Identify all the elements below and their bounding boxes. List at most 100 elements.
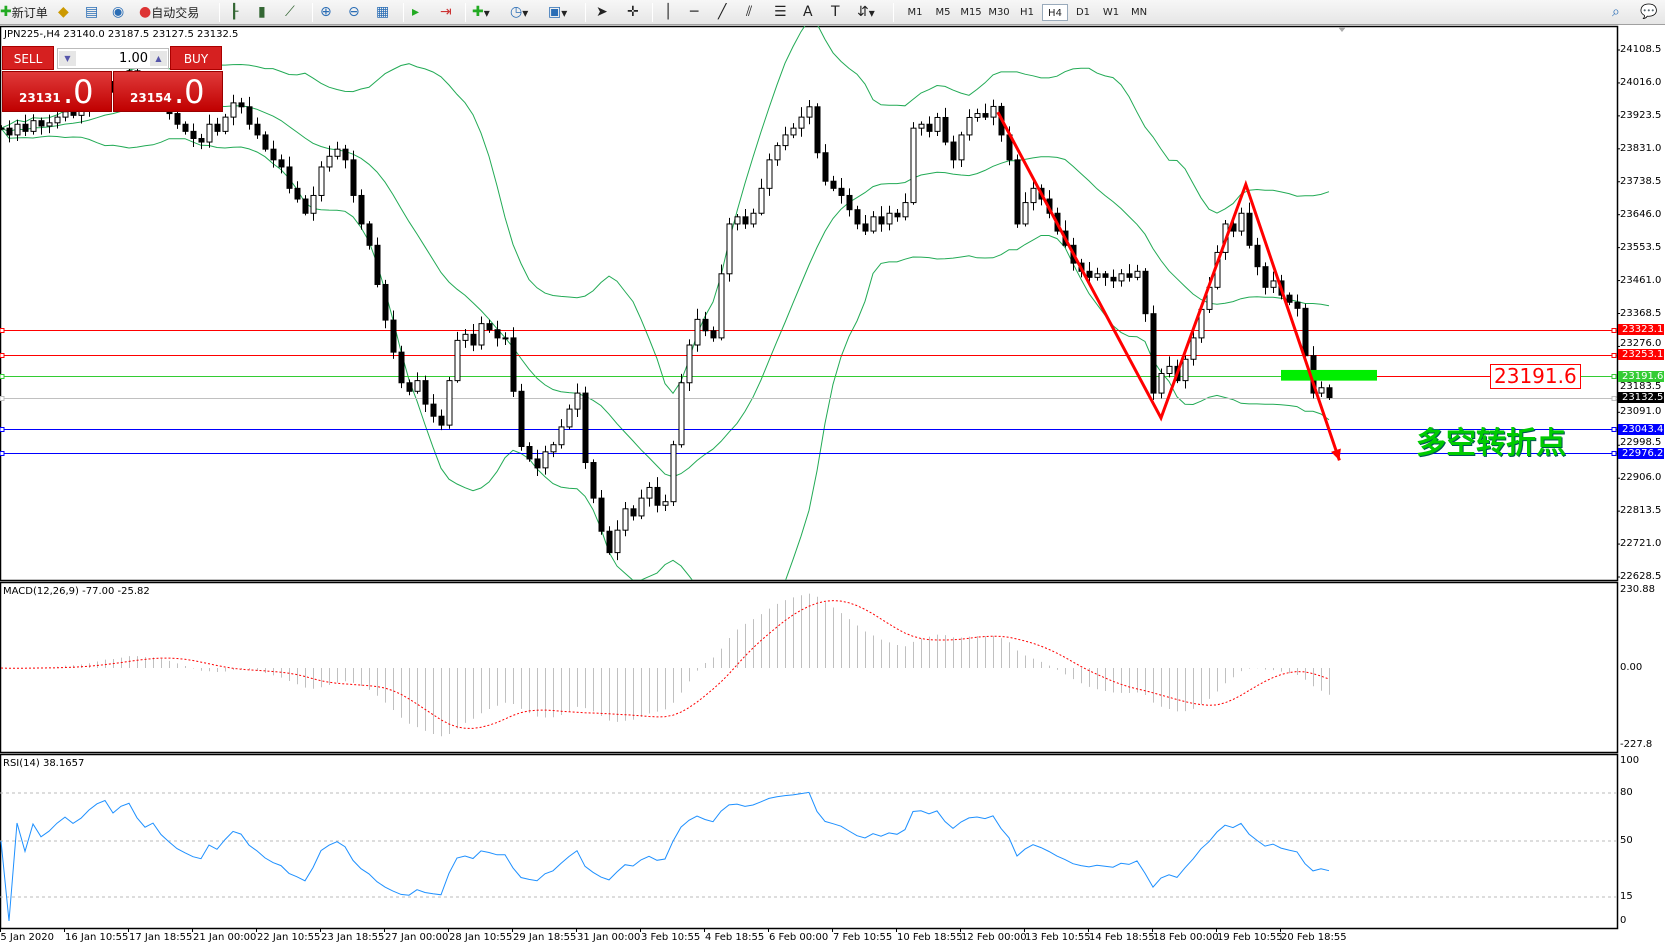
arrows-button[interactable]: ⇵ ▾	[857, 4, 875, 20]
separator	[652, 3, 653, 22]
signals-button[interactable]: ◉	[112, 3, 124, 22]
lot-value[interactable]: 1.00	[119, 51, 148, 66]
period-m1[interactable]: M1	[907, 7, 923, 18]
period-d1[interactable]: D1	[1075, 7, 1091, 18]
period-m5[interactable]: M5	[935, 7, 951, 18]
lot-increase-button[interactable]: ▲	[150, 51, 167, 66]
level-price-tag[interactable]: 23191.6	[1618, 371, 1664, 382]
cursor-icon: ➤	[596, 4, 608, 20]
chart-shift-button[interactable]: ⇥	[440, 3, 452, 22]
candle-bull	[1118, 273, 1125, 282]
period-w1[interactable]: W1	[1102, 7, 1120, 18]
zoom-out-button[interactable]: ⊖	[348, 3, 360, 22]
periods-button[interactable]: ◷ ▾	[510, 4, 529, 20]
period-m30[interactable]: M30	[988, 7, 1010, 18]
zoom-in-button[interactable]: ⊕	[320, 3, 332, 22]
lot-decrease-button[interactable]: ▼	[59, 51, 76, 66]
candle-bear	[654, 486, 661, 506]
one-click-trading-panel: SELL ▼ 1.00 ▲ BUY 23131 .0 23154 .0	[2, 46, 223, 112]
vertical-line-icon: │	[664, 4, 673, 20]
candle-bear	[182, 123, 189, 132]
level-price-tag[interactable]: 23253.1	[1618, 349, 1664, 360]
time-tick-label: 3 Feb 10:55	[641, 932, 701, 943]
candle-bear	[270, 148, 277, 161]
period-m15[interactable]: M15	[960, 7, 982, 18]
time-tick-label: 14 Feb 18:55	[1089, 932, 1155, 943]
text-button[interactable]: A	[803, 3, 813, 22]
candlestick-button[interactable]: ▮	[258, 3, 266, 22]
period-h1[interactable]: H1	[1020, 7, 1034, 18]
level-price-tag[interactable]: 23132.5	[1618, 392, 1664, 403]
period-h4[interactable]: H4	[1042, 4, 1068, 21]
candle-bear	[286, 166, 293, 189]
candle-bull	[62, 111, 69, 118]
trendline-button[interactable]: ╱	[718, 3, 726, 22]
price-annotation[interactable]: 23191.6	[1490, 364, 1581, 389]
period-mn[interactable]: MN	[1130, 7, 1148, 18]
level-price-tag[interactable]: 22976.2	[1618, 448, 1664, 459]
arrows-icon: ⇵	[857, 4, 869, 20]
candle-bear	[6, 127, 13, 136]
line-chart-button[interactable]: ⟋	[285, 3, 295, 22]
bid-price[interactable]: 23131 .0	[2, 71, 112, 112]
auto-trading-button[interactable]: ● 自动交易	[139, 4, 200, 20]
new-order-icon: ✚	[0, 4, 12, 20]
candle-bear	[1254, 244, 1261, 268]
auto-scroll-button[interactable]: ▸	[412, 3, 419, 22]
price-tick-label: 23646.0	[1620, 209, 1662, 220]
text-label-button[interactable]: T	[831, 3, 840, 22]
rsi-line	[0, 791, 1330, 922]
candle-bear	[382, 283, 389, 321]
tile-windows-button[interactable]: ▦	[376, 3, 389, 22]
vertical-line-button[interactable]: │	[664, 3, 672, 22]
candle-bear	[494, 329, 501, 339]
main-chart	[0, 26, 1617, 580]
sell-button[interactable]: SELL	[2, 46, 54, 70]
candle-bear	[438, 415, 445, 426]
level-price-tag[interactable]: 23043.4	[1618, 424, 1664, 435]
level-price-tag[interactable]: 23323.1	[1618, 324, 1664, 335]
text-label-icon: T	[831, 4, 840, 20]
candle-bear	[470, 333, 477, 346]
level-marker-right	[1611, 374, 1617, 379]
new-order-button[interactable]: ✚ 新订单	[0, 4, 48, 20]
candle-bull	[726, 223, 733, 275]
rsi-tick-label: 80	[1620, 787, 1633, 798]
candle-bull	[1134, 270, 1141, 278]
history-button[interactable]: ◆	[58, 3, 69, 22]
price-tick-label: 23091.0	[1620, 406, 1662, 417]
buy-button[interactable]: BUY	[170, 46, 222, 70]
arrow-head-icon	[1330, 448, 1341, 461]
candle-bull	[206, 123, 213, 143]
horizontal-line-button[interactable]: ─	[690, 3, 698, 22]
macd-pane-border	[0, 581, 1619, 754]
trendline-icon: ╱	[718, 4, 727, 20]
time-tick-label: 29 Jan 18:55	[513, 932, 577, 943]
separator	[403, 3, 404, 22]
indicators-button[interactable]: ✚ ▾	[472, 4, 490, 20]
level-marker-left	[0, 427, 5, 432]
chat-button[interactable]: 💬	[1640, 3, 1657, 22]
tile-windows-icon: ▦	[376, 4, 390, 20]
time-tick-label: 7 Feb 10:55	[833, 932, 893, 943]
equidistant-channel-button[interactable]: ⫽	[746, 3, 752, 22]
turning-point-annotation[interactable]: 多空转折点	[1416, 426, 1566, 461]
candle-bear	[942, 116, 949, 143]
candle-bull	[614, 529, 621, 554]
cursor-button[interactable]: ➤	[596, 3, 608, 22]
search-button[interactable]: ⌕	[1612, 3, 1620, 22]
ask-price[interactable]: 23154 .0	[113, 71, 223, 112]
bar-chart-button[interactable]: ┠	[230, 3, 238, 22]
candle-bull	[622, 508, 629, 531]
lot-stepper[interactable]: ▼ 1.00 ▲	[57, 48, 169, 69]
candle-bull	[566, 408, 573, 428]
candle-bear	[1150, 313, 1157, 394]
crosshair-button[interactable]: ✛	[627, 3, 639, 22]
macd-tick-label: 230.88	[1620, 584, 1655, 595]
terminal-button[interactable]: ▤	[85, 3, 98, 22]
signals-icon: ◉	[112, 4, 125, 20]
price-tick-label: 23738.5	[1620, 176, 1662, 187]
templates-button[interactable]: ▣ ▾	[548, 4, 568, 20]
fibonacci-button[interactable]: ☰	[774, 3, 787, 22]
